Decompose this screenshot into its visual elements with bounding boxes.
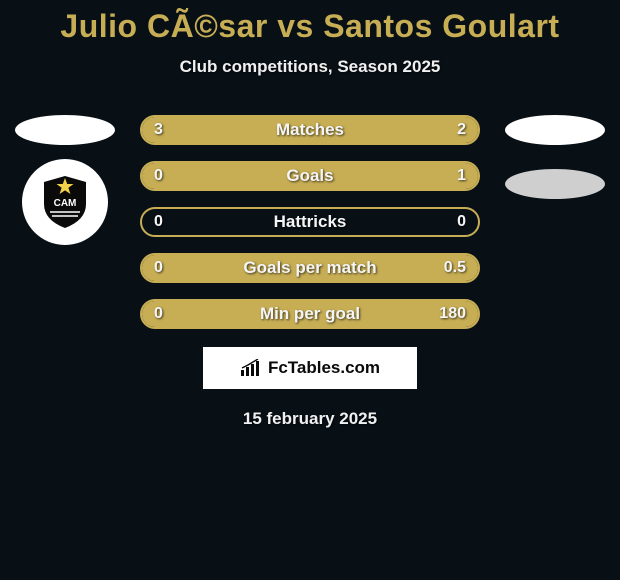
stats-area: CAM 32Matches 01Goals 00Hattricks 00.5Goals… xyxy=(0,115,620,329)
stat-row: 0180Min per goal xyxy=(0,299,620,329)
left-club-badge: CAM xyxy=(22,159,108,245)
date-text: 15 february 2025 xyxy=(0,409,620,429)
stat-label: Goals per match xyxy=(142,258,478,278)
left-player-badges: CAM xyxy=(10,115,120,245)
stat-bar: 00Hattricks xyxy=(140,207,480,237)
watermark: FcTables.com xyxy=(203,347,417,389)
right-player-badges xyxy=(500,115,610,199)
comparison-card: Julio CÃ©sar vs Santos Goulart Club comp… xyxy=(0,0,620,580)
watermark-text: FcTables.com xyxy=(268,358,380,378)
page-title: Julio CÃ©sar vs Santos Goulart xyxy=(0,0,620,45)
stat-label: Hattricks xyxy=(142,212,478,232)
stat-row: 00.5Goals per match xyxy=(0,253,620,283)
stat-bar: 32Matches xyxy=(140,115,480,145)
watermark-chart-icon xyxy=(240,359,262,377)
stat-label: Goals xyxy=(142,166,478,186)
svg-text:CAM: CAM xyxy=(54,198,77,209)
stat-bar: 00.5Goals per match xyxy=(140,253,480,283)
right-flag-bottom-icon xyxy=(505,169,605,199)
stat-label: Matches xyxy=(142,120,478,140)
club-shield-icon: CAM xyxy=(40,174,90,230)
left-flag-icon xyxy=(15,115,115,145)
stat-label: Min per goal xyxy=(142,304,478,324)
right-flag-top-icon xyxy=(505,115,605,145)
subtitle: Club competitions, Season 2025 xyxy=(0,57,620,77)
stat-bar: 01Goals xyxy=(140,161,480,191)
stat-bar: 0180Min per goal xyxy=(140,299,480,329)
